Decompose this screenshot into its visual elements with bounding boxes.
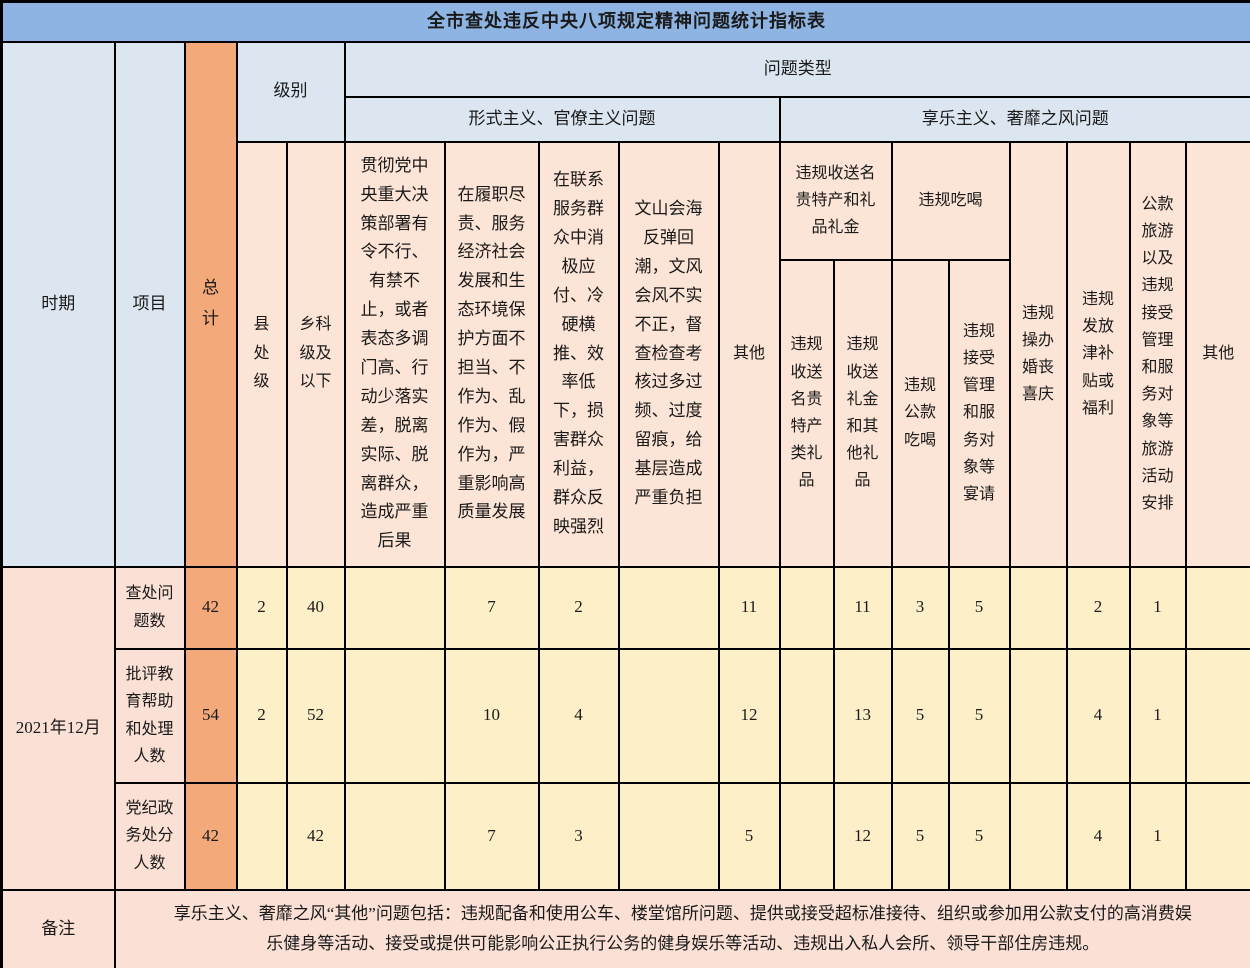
data-cell-r1-c15 xyxy=(1184,647,1250,784)
data-cell-r1-c14: 1 xyxy=(1128,647,1187,784)
remark-text: 享乐主义、奢靡之风“其他”问题包括：违规配备和使用公车、楼堂馆所问题、提供或接受… xyxy=(113,888,1250,968)
period-cell: 2021年12月 xyxy=(0,565,116,891)
remark-label: 备注 xyxy=(0,888,116,968)
data-cell-r0-c15 xyxy=(1184,565,1250,650)
header-hedonism-col-cash-gifts: 违规收送礼金和其他礼品 xyxy=(832,258,893,568)
header-hedonism-col-other: 其他 xyxy=(1184,140,1250,568)
data-cell-r0-c9: 11 xyxy=(832,565,893,650)
data-cell-r2-c9: 12 xyxy=(832,781,893,891)
data-cell-r0-c8 xyxy=(778,565,835,650)
header-level: 级别 xyxy=(235,40,346,143)
header-period: 时期 xyxy=(0,40,116,568)
data-cell-r1-c3 xyxy=(343,647,446,784)
header-item: 项目 xyxy=(113,40,186,568)
data-cell-r1-total: 54 xyxy=(183,647,238,784)
data-cell-r0-c4: 7 xyxy=(443,565,540,650)
data-cell-r2-c14: 1 xyxy=(1128,781,1187,891)
header-county-level: 县 处 级 xyxy=(235,140,288,568)
data-cell-r0-c3 xyxy=(343,565,446,650)
header-formalism-group: 形式主义、官僚主义问题 xyxy=(343,95,781,143)
data-cell-r1-c9: 13 xyxy=(832,647,893,784)
data-cell-r0-c14: 1 xyxy=(1128,565,1187,650)
table-title: 全市查处违反中央八项规定精神问题统计指标表 xyxy=(0,0,1250,43)
data-cell-r2-total: 42 xyxy=(183,781,238,891)
data-cell-r0-c7: 11 xyxy=(717,565,781,650)
data-cell-r1-c12 xyxy=(1008,647,1068,784)
data-cell-r0-c11: 5 xyxy=(947,565,1011,650)
header-hedonism-col-specialty-gifts: 违规收送名贵特产类礼品 xyxy=(778,258,835,568)
header-hedonism-col-public-dining: 违规公款吃喝 xyxy=(890,258,950,568)
data-cell-r0-total: 42 xyxy=(183,565,238,650)
data-cell-r2-c2: 42 xyxy=(285,781,346,891)
data-cell-r1-c8 xyxy=(778,647,835,784)
data-cell-r1-c7: 12 xyxy=(717,647,781,784)
data-cell-r1-c4: 10 xyxy=(443,647,540,784)
data-cell-r1-c2: 52 xyxy=(285,647,346,784)
header-total: 总 计 xyxy=(183,40,238,568)
header-hedonism-col-travel: 公款旅游以及违规接受管理和服务对象等旅游活动安排 xyxy=(1128,140,1187,568)
data-cell-r0-c13: 2 xyxy=(1065,565,1131,650)
header-formalism-col-other: 其他 xyxy=(717,140,781,568)
header-problem-type: 问题类型 xyxy=(343,40,1250,98)
header-hedonism-col-weddings: 违规操办婚丧喜庆 xyxy=(1008,140,1068,568)
data-cell-r2-c11: 5 xyxy=(947,781,1011,891)
header-formalism-col-implementation: 贯彻党中央重大决策部署有令不行、有禁不止，或者表态多调门高、行动少落实差，脱离实… xyxy=(343,140,446,568)
data-cell-r2-c13: 4 xyxy=(1065,781,1131,891)
data-cell-r0-c10: 3 xyxy=(890,565,950,650)
row-label-discipline: 党纪政务处分人数 xyxy=(113,781,186,891)
header-hedonism-col-banquets: 违规接受管理和服务对象等宴请 xyxy=(947,258,1011,568)
data-cell-r0-c6 xyxy=(617,565,720,650)
header-formalism-col-duty: 在履职尽责、服务经济社会发展和生态环境保护方面不担当、不作为、乱作为、假作为，严… xyxy=(443,140,540,568)
data-cell-r1-c10: 5 xyxy=(890,647,950,784)
data-cell-r2-c3 xyxy=(343,781,446,891)
header-dining-group: 违规吃喝 xyxy=(890,140,1011,261)
data-cell-r1-c6 xyxy=(617,647,720,784)
data-cell-r2-c10: 5 xyxy=(890,781,950,891)
data-cell-r2-c7: 5 xyxy=(717,781,781,891)
data-cell-r0-c5: 2 xyxy=(537,565,620,650)
data-cell-r2-c8 xyxy=(778,781,835,891)
header-formalism-col-meetings: 文山会海反弹回潮，文风会风不实不正，督查检查考核过多过频、过度留痕，给基层造成严… xyxy=(617,140,720,568)
row-label-problems: 查处问题数 xyxy=(113,565,186,650)
data-cell-r2-c5: 3 xyxy=(537,781,620,891)
data-cell-r1-c5: 4 xyxy=(537,647,620,784)
header-hedonism-group: 享乐主义、奢靡之风问题 xyxy=(778,95,1250,143)
data-cell-r2-c1 xyxy=(235,781,288,891)
row-label-education: 批评教育帮助和处理人数 xyxy=(113,647,186,784)
data-cell-r1-c13: 4 xyxy=(1065,647,1131,784)
header-hedonism-col-allowances: 违规发放津补贴或福利 xyxy=(1065,140,1131,568)
data-cell-r2-c4: 7 xyxy=(443,781,540,891)
header-gifts-group: 违规收送名贵特产和礼品礼金 xyxy=(778,140,893,261)
data-cell-r1-c11: 5 xyxy=(947,647,1011,784)
data-cell-r0-c12 xyxy=(1008,565,1068,650)
data-cell-r1-c1: 2 xyxy=(235,647,288,784)
data-cell-r2-c12 xyxy=(1008,781,1068,891)
header-formalism-col-masses: 在联系服务群众中消极应付、冷硬横推、效率低下，损害群众利益，群众反映强烈 xyxy=(537,140,620,568)
data-cell-r0-c1: 2 xyxy=(235,565,288,650)
data-cell-r2-c6 xyxy=(617,781,720,891)
data-cell-r2-c15 xyxy=(1184,781,1250,891)
data-cell-r0-c2: 40 xyxy=(285,565,346,650)
header-township-level: 乡科 级及 以下 xyxy=(285,140,346,568)
